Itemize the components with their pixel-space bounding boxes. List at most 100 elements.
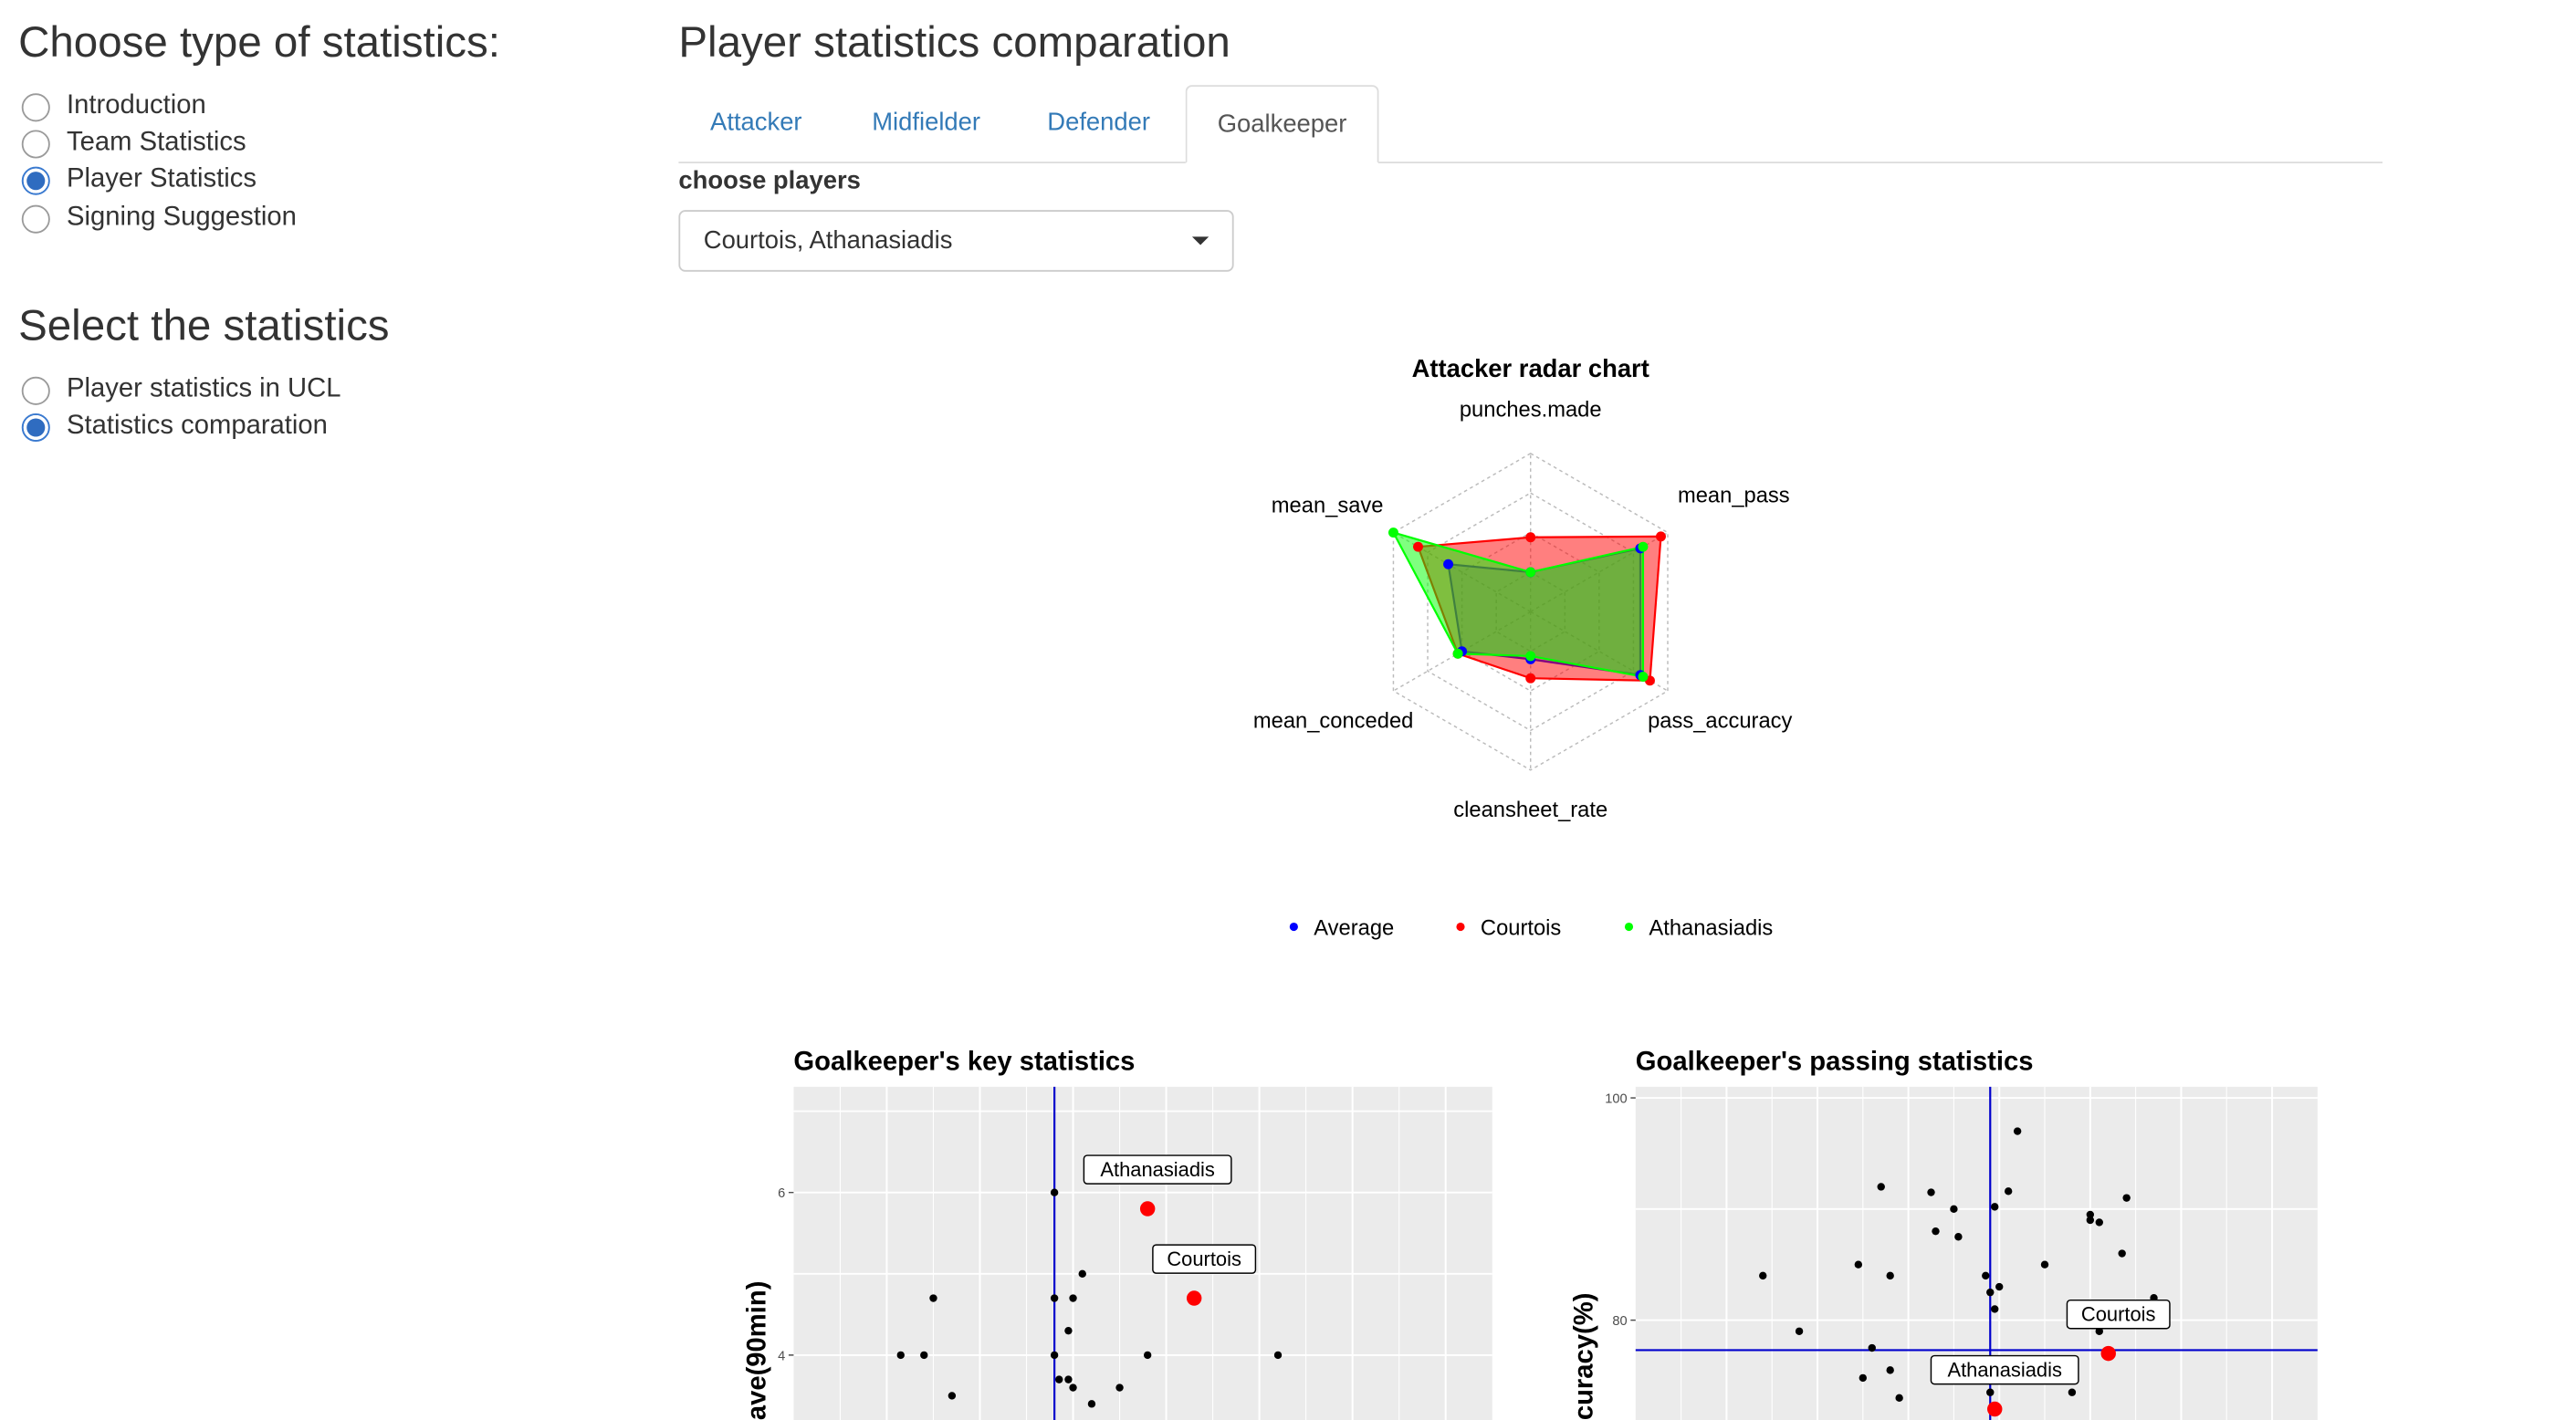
highlight-point xyxy=(2100,1345,2116,1362)
stats-heading: Select the statistics xyxy=(18,299,390,350)
radio-selected-icon[interactable] xyxy=(21,412,50,442)
radar-grid-ring xyxy=(1392,452,1669,771)
data-point xyxy=(1115,1383,1124,1392)
radar-point xyxy=(1525,532,1536,543)
y-axis-label: curacy(%) xyxy=(1569,1293,1598,1420)
data-point xyxy=(2095,1218,2103,1227)
radar-point xyxy=(1387,527,1398,538)
data-point xyxy=(1886,1271,1894,1280)
key-statistics-chart: Goalkeeper's key statistics 46 ave(90min… xyxy=(742,1048,1492,1420)
radar-axis-label: mean_conceded xyxy=(1253,709,1414,733)
passing-statistics-title: Goalkeeper's passing statistics xyxy=(1636,1048,2034,1077)
data-point xyxy=(1055,1375,1063,1383)
data-point xyxy=(2118,1249,2126,1258)
tab-midfielder[interactable]: Midfielder xyxy=(872,108,981,137)
plot-grid xyxy=(793,1086,1492,1420)
data-point xyxy=(1050,1294,1059,1302)
radar-axis-labels: punches.made mean_pass pass_accuracycleans… xyxy=(1253,399,1793,822)
y-tick-label: 100 xyxy=(1605,1092,1627,1107)
radio-introduction[interactable]: Introduction xyxy=(21,89,206,125)
legend-marker xyxy=(1456,922,1465,932)
radio-player-statistics[interactable]: Player Statistics xyxy=(21,162,257,198)
player-select[interactable]: Courtois, Athanasiadis xyxy=(678,210,1234,272)
radio-label: Statistics comparation xyxy=(67,412,328,441)
radio-selected-icon[interactable] xyxy=(21,165,50,194)
radar-legend: Average Courtois Athanasiadis xyxy=(1289,917,1773,941)
passing-statistics-chart: Goalkeeper's passing statistics 80 100 cu… xyxy=(1569,1048,2318,1420)
tab-goalkeeper[interactable]: Goalkeeper xyxy=(1185,85,1379,163)
highlighted-players: Courtois Athanasiadis xyxy=(1930,1299,2171,1417)
data-point xyxy=(1982,1271,1990,1280)
data-point xyxy=(1064,1375,1073,1383)
data-point xyxy=(2040,1260,2049,1269)
y-tick-label: 6 xyxy=(778,1186,785,1201)
data-point xyxy=(896,1351,905,1360)
data-point xyxy=(1759,1271,1767,1280)
data-point xyxy=(2086,1210,2095,1219)
data-point xyxy=(1087,1400,1096,1408)
radio-signing-suggestion[interactable]: Signing Suggestion xyxy=(21,200,297,236)
legend-label: Courtois xyxy=(1481,917,1562,941)
data-point xyxy=(1069,1383,1077,1392)
label-text: Athanasiadis xyxy=(1100,1158,1214,1181)
data-point xyxy=(948,1392,957,1400)
radar-axis-label: punches.made xyxy=(1460,399,1602,423)
radio-label: Player statistics in UCL xyxy=(67,374,341,404)
data-point xyxy=(1950,1205,1958,1214)
plot-panel xyxy=(793,1086,1492,1420)
radar-series xyxy=(1387,527,1666,686)
data-point xyxy=(1932,1227,1940,1236)
radio-team-statistics[interactable]: Team Statistics xyxy=(21,125,246,162)
tab-defender[interactable]: Defender xyxy=(1047,108,1151,137)
radar-point xyxy=(1656,531,1666,542)
data-point xyxy=(1143,1351,1152,1360)
radio-label: Introduction xyxy=(67,91,206,120)
label-box xyxy=(1152,1244,1257,1274)
label-text: Courtois xyxy=(1167,1248,1241,1270)
radio-circle-icon[interactable] xyxy=(21,129,50,158)
radio-label: Team Statistics xyxy=(67,128,246,157)
y-tick-label: 80 xyxy=(1612,1314,1627,1329)
type-heading: Choose type of statistics: xyxy=(18,16,501,68)
plot-grid xyxy=(1635,1086,2318,1420)
data-point xyxy=(1069,1294,1077,1302)
data-point xyxy=(2013,1127,2022,1135)
data-point xyxy=(2122,1194,2131,1202)
radar-point xyxy=(1638,671,1649,682)
highlight-point xyxy=(1987,1401,2003,1417)
highlighted-players: Athanasiadis Courtois xyxy=(1083,1154,1257,1306)
legend-marker xyxy=(1289,922,1298,932)
radar-point xyxy=(1452,648,1463,659)
data-point xyxy=(1895,1394,1903,1403)
radio-statistics-comparation[interactable]: Statistics comparation xyxy=(21,408,328,444)
player-select-value: Courtois, Athanasiadis xyxy=(703,226,953,256)
position-tabs: Attacker Midfielder Defender Goalkeeper xyxy=(678,85,2383,163)
y-axis-label: ave(90min) xyxy=(742,1281,771,1420)
radio-label: Signing Suggestion xyxy=(67,203,297,232)
radar-axis-label: cleansheet_rate xyxy=(1453,799,1607,822)
radio-circle-icon[interactable] xyxy=(21,204,50,233)
data-point xyxy=(1877,1183,1885,1191)
chevron-down-icon[interactable] xyxy=(1191,236,1209,245)
data-point xyxy=(1986,1388,1995,1396)
radio-circle-icon[interactable] xyxy=(21,92,50,121)
y-tick-labels: 80 100 xyxy=(1605,1092,1636,1329)
radio-player-statistics-ucl[interactable]: Player statistics in UCL xyxy=(21,371,341,408)
data-point xyxy=(2086,1216,2095,1225)
radar-point xyxy=(1525,651,1536,662)
radar-chart: Attacker radar chart punches.made mean_pa… xyxy=(1253,354,1793,941)
radar-point xyxy=(1638,541,1649,552)
data-point xyxy=(1991,1305,1999,1313)
highlight-point xyxy=(1186,1290,1202,1306)
data-point xyxy=(1886,1366,1894,1374)
radar-axis-label: mean_pass xyxy=(1678,485,1790,508)
data-point xyxy=(1078,1269,1086,1279)
label-text: Courtois xyxy=(2081,1303,2156,1326)
radio-circle-icon[interactable] xyxy=(21,375,50,404)
data-point xyxy=(1854,1260,1863,1269)
tab-attacker[interactable]: Attacker xyxy=(710,108,802,137)
data-point xyxy=(1064,1326,1073,1335)
data-point xyxy=(2095,1327,2103,1335)
data-point xyxy=(1927,1188,1935,1196)
data-point xyxy=(1995,1282,2004,1291)
